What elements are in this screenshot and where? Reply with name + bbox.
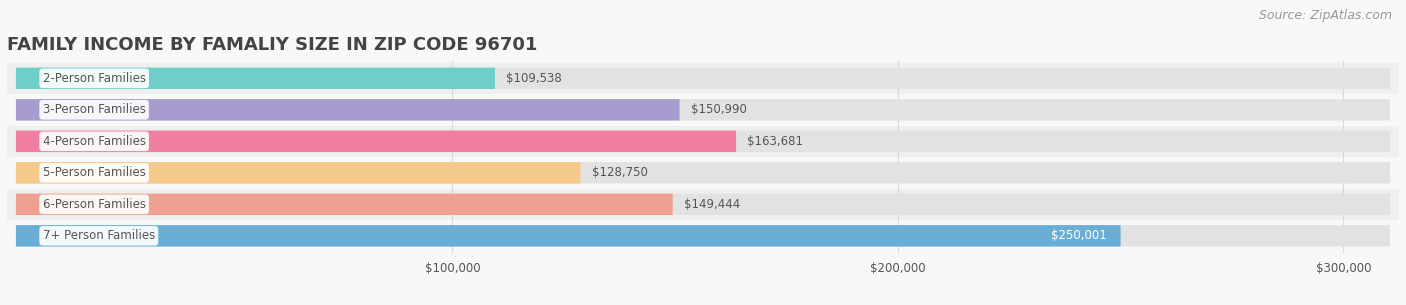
Text: 5-Person Families: 5-Person Families <box>42 166 146 179</box>
Bar <box>7 188 1399 220</box>
FancyBboxPatch shape <box>15 99 679 120</box>
FancyBboxPatch shape <box>15 162 1391 184</box>
FancyBboxPatch shape <box>15 194 1391 215</box>
Text: 4-Person Families: 4-Person Families <box>42 135 146 148</box>
Text: 6-Person Families: 6-Person Families <box>42 198 146 211</box>
Text: 3-Person Families: 3-Person Families <box>42 103 146 116</box>
FancyBboxPatch shape <box>15 225 1121 246</box>
FancyBboxPatch shape <box>15 131 1391 152</box>
FancyBboxPatch shape <box>15 194 672 215</box>
Text: $149,444: $149,444 <box>683 198 740 211</box>
Text: $150,990: $150,990 <box>690 103 747 116</box>
Text: $163,681: $163,681 <box>747 135 803 148</box>
FancyBboxPatch shape <box>15 225 1391 246</box>
Bar <box>7 94 1399 126</box>
Text: 7+ Person Families: 7+ Person Families <box>42 229 155 242</box>
Text: $109,538: $109,538 <box>506 72 562 85</box>
FancyBboxPatch shape <box>15 68 1391 89</box>
Text: $128,750: $128,750 <box>592 166 648 179</box>
Text: FAMILY INCOME BY FAMALIY SIZE IN ZIP CODE 96701: FAMILY INCOME BY FAMALIY SIZE IN ZIP COD… <box>7 36 537 54</box>
Bar <box>7 63 1399 94</box>
FancyBboxPatch shape <box>15 68 495 89</box>
Text: 2-Person Families: 2-Person Families <box>42 72 146 85</box>
Text: $250,001: $250,001 <box>1052 229 1107 242</box>
FancyBboxPatch shape <box>15 162 581 184</box>
FancyBboxPatch shape <box>15 131 737 152</box>
Bar <box>7 220 1399 252</box>
Text: Source: ZipAtlas.com: Source: ZipAtlas.com <box>1258 9 1392 22</box>
FancyBboxPatch shape <box>15 99 1391 120</box>
Bar <box>7 126 1399 157</box>
Bar <box>7 157 1399 188</box>
